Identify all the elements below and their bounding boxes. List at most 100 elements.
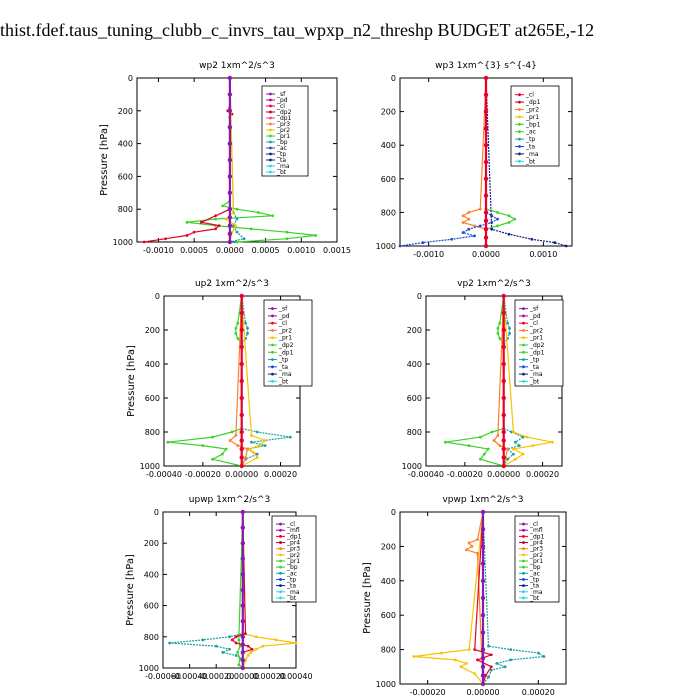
data-point <box>240 650 245 655</box>
legend-label: _dp1 <box>529 349 545 356</box>
data-point <box>440 651 443 655</box>
data-point <box>480 681 486 687</box>
x-tick-label: 0.0000 <box>216 246 244 255</box>
x-tick-label: -0.00040 <box>408 470 444 479</box>
data-point <box>185 220 189 224</box>
legend-label: _pd <box>529 313 541 320</box>
legend-label: _tp <box>529 357 539 364</box>
y-tick-label: 1000 <box>402 462 422 471</box>
legend-label: _sf <box>529 306 539 313</box>
legend-label: _ma <box>278 371 292 378</box>
data-point <box>237 663 241 667</box>
data-point <box>509 658 513 662</box>
legend-label: _ac <box>276 145 287 152</box>
legend-label: _ta <box>276 157 286 164</box>
data-point <box>482 452 486 456</box>
legend-marker <box>522 565 525 569</box>
data-point <box>512 452 515 456</box>
data-point <box>550 440 554 444</box>
legend-marker <box>518 100 521 104</box>
data-point <box>294 641 298 645</box>
data-point <box>240 603 245 608</box>
data-point <box>513 457 517 461</box>
data-point <box>263 444 267 447</box>
legend-marker <box>518 159 521 163</box>
legend-marker <box>269 104 272 108</box>
chart-panel-3: up2 1xm^2/s^3 Pressure [hPa] 0 200 400 600 800… <box>126 279 313 479</box>
legend-marker <box>522 314 525 318</box>
legend-marker <box>279 565 282 569</box>
data-point <box>255 430 259 434</box>
series-line-teal <box>482 511 546 685</box>
data-point <box>227 157 233 163</box>
data-point <box>553 241 557 245</box>
x-tick-label: 0.00020 <box>253 672 286 681</box>
data-point <box>244 321 248 325</box>
y-tick-label: 200 <box>118 107 133 116</box>
legend-label: _sf <box>278 306 288 313</box>
data-point <box>201 444 205 447</box>
data-point <box>492 439 496 442</box>
data-point <box>478 207 482 211</box>
data-point <box>239 310 244 316</box>
legend-marker <box>518 93 521 97</box>
chart-title: vpwp 1xm^2/s^3 <box>442 495 523 505</box>
data-point <box>234 332 238 335</box>
legend-label: _pr2 <box>286 552 300 559</box>
data-point <box>211 435 214 439</box>
data-point <box>501 429 506 435</box>
legend-label: _tp <box>278 357 288 364</box>
data-point <box>480 561 486 566</box>
data-point <box>250 647 254 651</box>
legend-marker <box>522 336 525 340</box>
data-point <box>467 648 471 651</box>
data-point <box>227 108 233 114</box>
data-point <box>510 430 513 434</box>
legend-label: _dp1 <box>286 533 302 540</box>
y-tick-label: 200 <box>407 326 422 335</box>
x-tick-label: 0.0015 <box>323 246 351 255</box>
legend-marker <box>522 372 525 376</box>
legend-marker <box>522 522 525 526</box>
chart-title: wp2 1xm^2/s^3 <box>199 61 275 71</box>
legend-label: _bt <box>529 378 540 385</box>
data-point <box>480 578 486 583</box>
y-tick-label: 0 <box>391 74 396 83</box>
data-point <box>501 463 506 469</box>
legend-label: _pr4 <box>286 540 300 547</box>
data-point <box>240 587 245 593</box>
x-tick-label: -0.00020 <box>185 470 221 479</box>
legend-marker <box>522 343 525 347</box>
data-point <box>239 412 244 418</box>
data-point <box>501 361 506 367</box>
data-point <box>501 293 506 299</box>
legend-marker <box>279 541 282 544</box>
legend-marker <box>269 122 272 126</box>
legend-marker <box>269 140 272 144</box>
x-tick-label: 0.0005 <box>180 246 208 255</box>
legend-label: _cl <box>529 521 538 528</box>
data-point <box>234 641 238 645</box>
legend-label: _bt <box>525 158 536 165</box>
data-point <box>227 92 233 97</box>
data-point <box>501 446 506 452</box>
data-point <box>501 344 506 350</box>
x-tick-label: -0.0010 <box>413 250 444 259</box>
data-point <box>228 647 231 651</box>
data-point <box>506 457 509 461</box>
data-point <box>240 642 245 647</box>
data-point <box>480 509 486 515</box>
data-point <box>483 235 489 240</box>
data-point <box>473 672 477 676</box>
data-point <box>421 241 425 245</box>
data-point <box>480 613 486 618</box>
series-line-orange <box>461 77 487 246</box>
data-point <box>513 440 517 444</box>
data-point <box>239 378 244 384</box>
data-point <box>227 239 233 245</box>
data-point <box>531 444 535 447</box>
data-point <box>201 638 205 642</box>
data-point <box>239 463 244 469</box>
data-point <box>480 673 486 678</box>
x-tick-label: -0.00020 <box>447 470 483 479</box>
